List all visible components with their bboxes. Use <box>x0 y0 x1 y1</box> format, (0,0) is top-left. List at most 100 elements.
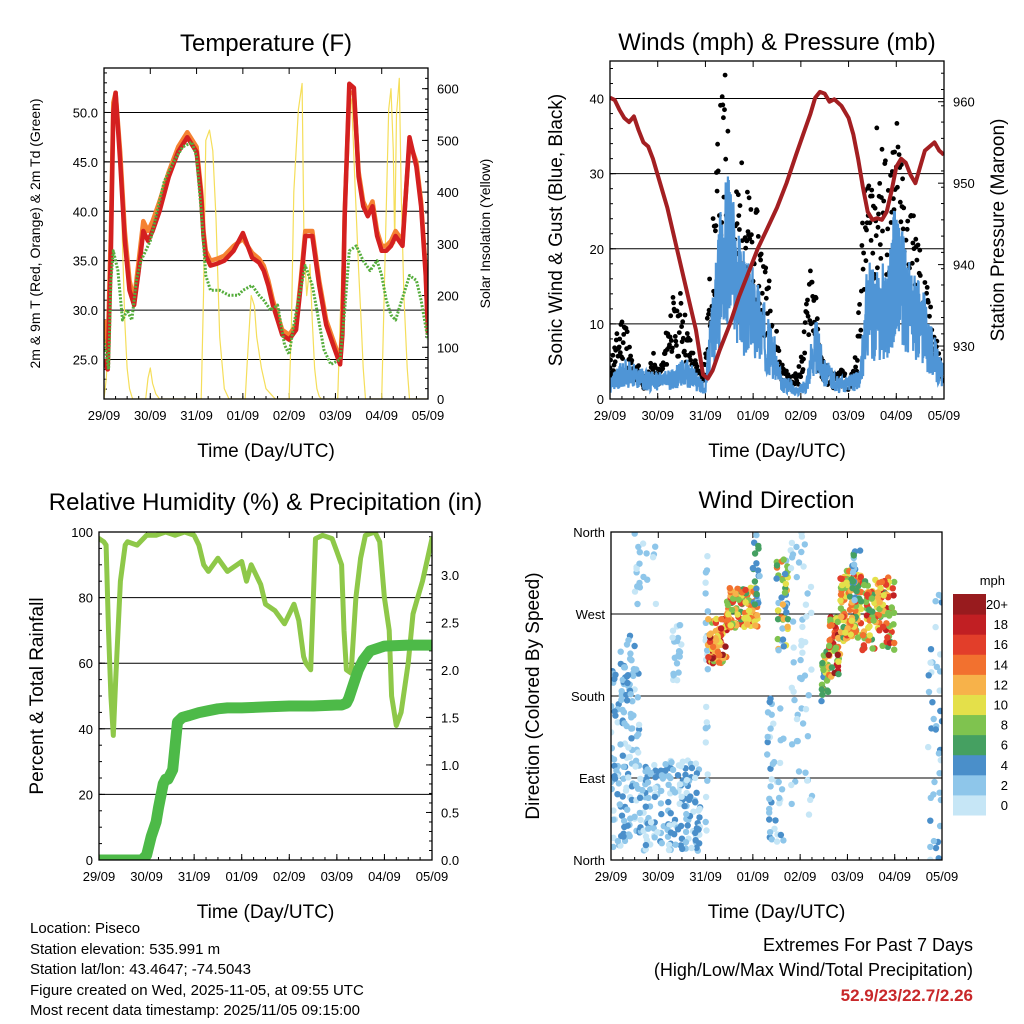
y-axis-label: Sonic Wind & Gust (Blue, Black) <box>546 94 567 366</box>
colorbar-label: 12 <box>994 677 1008 692</box>
direction-point <box>764 751 771 758</box>
gust-point <box>814 316 820 322</box>
gust-point <box>802 350 808 356</box>
gust-point <box>861 250 866 256</box>
grid-lines <box>99 597 432 795</box>
direction-point <box>884 634 891 641</box>
direction-point <box>624 822 631 829</box>
gust-point <box>704 315 710 321</box>
x-tick-label: 05/09 <box>412 408 445 423</box>
colorbar-label: 16 <box>994 637 1008 652</box>
gust-point <box>859 243 865 248</box>
direction-point <box>777 831 785 839</box>
y-tick-label: 10 <box>590 317 604 332</box>
panel-winds: 0 10 20 30 40 930 940 950 960 29/09 30/09 31/09 01/0… <box>546 29 1009 462</box>
direction-point <box>688 764 696 772</box>
gust-point <box>858 327 864 333</box>
direction-point <box>713 637 720 644</box>
direction-point <box>658 772 666 779</box>
y-tick-label: 30 <box>590 167 604 182</box>
gust-point <box>805 313 811 319</box>
direction-point <box>730 595 737 602</box>
direction-point <box>754 612 761 619</box>
x-tick-label: 05/09 <box>416 869 449 884</box>
gust-point <box>670 295 676 300</box>
gust-point <box>866 183 872 189</box>
gust-point <box>614 331 620 337</box>
gust-point <box>885 226 891 232</box>
gust-point <box>802 320 808 325</box>
gust-point <box>864 227 869 233</box>
y-tick-label: 100 <box>71 525 93 540</box>
direction-point <box>861 581 868 589</box>
direction-point <box>764 733 771 741</box>
direction-point <box>775 794 783 802</box>
direction-point <box>779 625 786 632</box>
x-tick-label: 30/09 <box>130 869 163 884</box>
direction-point <box>619 793 626 800</box>
y2-tick-label: 500 <box>437 133 459 148</box>
direction-point <box>644 576 651 583</box>
x-tick-label: 04/09 <box>880 408 913 423</box>
direction-point <box>798 675 805 683</box>
direction-point <box>620 833 627 840</box>
direction-point <box>692 837 699 844</box>
direction-point <box>766 795 773 802</box>
gust-point <box>624 329 630 335</box>
direction-point <box>702 569 710 576</box>
direction-point <box>709 643 717 651</box>
x-tick-label: 03/09 <box>831 869 864 884</box>
direction-point <box>876 599 883 606</box>
gust-point <box>755 234 761 239</box>
direction-group <box>631 532 660 608</box>
gust-point <box>736 213 742 219</box>
gust-point <box>688 357 694 363</box>
x-tick-label: 05/09 <box>926 869 959 884</box>
gust-point <box>842 371 848 377</box>
plot-border <box>610 531 943 861</box>
direction-point <box>927 646 935 653</box>
direction-point <box>891 578 898 586</box>
gust-point <box>620 340 626 346</box>
station-location: Location: Piseco <box>30 920 141 937</box>
direction-point <box>628 657 635 664</box>
direction-point <box>631 813 638 820</box>
direction-point <box>642 841 650 849</box>
gust-point <box>853 364 858 370</box>
direction-point <box>652 774 659 781</box>
direction-point <box>819 659 826 667</box>
gust-point <box>684 331 690 336</box>
direction-point <box>793 573 800 581</box>
gust-point <box>917 247 923 253</box>
direction-point <box>612 671 619 678</box>
direction-point <box>633 781 640 789</box>
direction-point <box>628 735 635 742</box>
direction-point <box>856 547 864 554</box>
gust-point <box>745 189 750 195</box>
extremes-values: 52.9/23/22.7/2.26 <box>840 986 973 1005</box>
gust-point <box>808 268 813 274</box>
direction-point <box>938 718 942 725</box>
direction-point <box>667 810 674 817</box>
direction-point <box>774 635 781 643</box>
direction-point <box>772 817 779 824</box>
direction-point <box>621 720 628 727</box>
direction-point <box>652 784 659 792</box>
gust-point <box>891 207 897 213</box>
gust-point <box>813 295 819 301</box>
gust-point <box>801 329 807 335</box>
direction-point <box>705 654 712 661</box>
direction-point <box>773 575 780 582</box>
direction-point <box>692 829 699 837</box>
direction-point <box>838 575 845 583</box>
gust-point <box>660 366 666 371</box>
extremes-title: Extremes For Past 7 Days <box>762 935 973 955</box>
direction-point <box>639 540 647 547</box>
gust-point <box>759 290 765 296</box>
direction-point <box>715 659 723 666</box>
direction-point <box>687 793 694 800</box>
direction-point <box>658 840 665 847</box>
direction-point <box>788 684 795 691</box>
gust-point <box>909 260 915 266</box>
direction-point <box>799 720 807 727</box>
